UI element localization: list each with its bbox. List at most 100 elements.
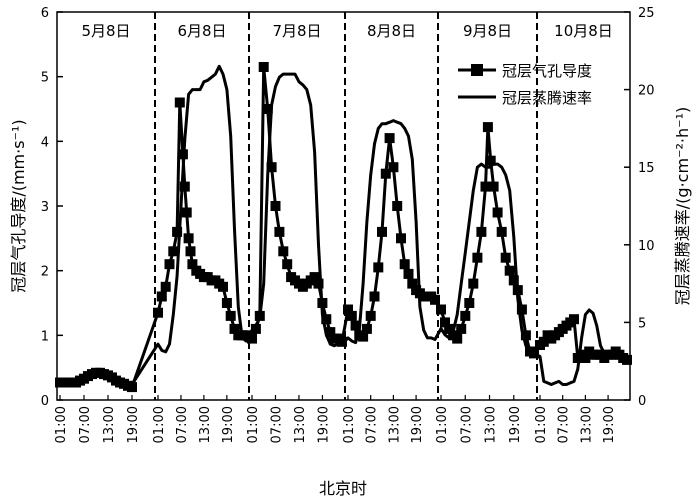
data-point bbox=[508, 275, 519, 286]
data-point bbox=[325, 327, 336, 338]
x-tick-label: 01:00 bbox=[342, 406, 357, 443]
data-point bbox=[492, 207, 503, 218]
period-label: 9月8日 bbox=[463, 22, 512, 40]
data-point bbox=[500, 252, 511, 263]
right-y-tick-label: 15 bbox=[638, 161, 655, 176]
data-point bbox=[156, 291, 167, 302]
period-labels: 5月8日 6月8日 7月8日 8月8日 9月8日 10月8日 bbox=[81, 22, 612, 40]
period-label: 10月8日 bbox=[554, 22, 613, 40]
left-y-tick-label: 1 bbox=[41, 329, 49, 344]
data-point bbox=[164, 259, 175, 270]
data-point bbox=[384, 133, 395, 144]
data-point bbox=[346, 310, 357, 321]
right-y-tick-label: 20 bbox=[638, 84, 655, 99]
data-point bbox=[504, 265, 515, 276]
data-point bbox=[185, 246, 196, 257]
data-point bbox=[388, 162, 399, 173]
data-point bbox=[496, 226, 507, 237]
data-point bbox=[569, 314, 579, 325]
data-point bbox=[464, 298, 475, 308]
right-y-tick-label: 25 bbox=[638, 6, 655, 21]
data-point bbox=[160, 281, 171, 292]
x-tick-label: 01:00 bbox=[152, 406, 167, 443]
x-tick-label: 01:00 bbox=[54, 406, 69, 443]
data-point bbox=[183, 233, 194, 244]
x-tick-label: 07:00 bbox=[78, 406, 93, 443]
data-point bbox=[407, 278, 418, 289]
data-point bbox=[174, 97, 185, 108]
data-point bbox=[187, 259, 198, 270]
data-point bbox=[460, 310, 471, 321]
data-point bbox=[472, 252, 483, 263]
data-point bbox=[580, 353, 591, 363]
x-axis-title: 北京时 bbox=[319, 479, 367, 498]
x-tick-label: 19:00 bbox=[602, 406, 617, 443]
data-point bbox=[262, 104, 273, 114]
data-point bbox=[218, 281, 228, 292]
plot-area bbox=[55, 12, 632, 400]
x-tick-label: 01:00 bbox=[435, 406, 450, 443]
data-point bbox=[516, 304, 527, 315]
data-point bbox=[480, 181, 491, 192]
data-point bbox=[221, 298, 232, 308]
data-point bbox=[258, 62, 269, 72]
left-y-tick-label: 4 bbox=[41, 135, 49, 150]
y-axis-right-title: 冠层蒸腾速率/(g·cm⁻²·h⁻¹) bbox=[673, 107, 692, 305]
x-tick-label: 19:00 bbox=[508, 406, 523, 443]
data-point bbox=[440, 317, 450, 328]
x-tick-label: 07:00 bbox=[365, 406, 380, 443]
left-y-tick-label: 2 bbox=[41, 265, 49, 280]
data-point bbox=[436, 304, 446, 315]
period-label: 5月8日 bbox=[81, 22, 130, 40]
data-point bbox=[350, 320, 361, 331]
x-tick-label: 07:00 bbox=[557, 406, 572, 443]
data-point bbox=[396, 233, 406, 244]
x-tick-label: 13:00 bbox=[198, 406, 213, 443]
data-point bbox=[282, 259, 293, 270]
legend-marker-conductance bbox=[471, 64, 483, 76]
data-point bbox=[365, 310, 376, 321]
x-tick-label: 19:00 bbox=[410, 406, 425, 443]
x-tick-label: 07:00 bbox=[175, 406, 190, 443]
data-point bbox=[485, 155, 496, 166]
x-tick-label: 07:00 bbox=[270, 406, 285, 443]
series-line-transpiration bbox=[60, 64, 627, 386]
right-y-axis: 0 5 10 15 20 25 bbox=[624, 6, 655, 409]
y-axis-left-title: 冠层气孔导度/(mm·s⁻¹) bbox=[9, 119, 28, 292]
data-point bbox=[622, 354, 632, 365]
data-point bbox=[373, 262, 384, 273]
legend: 冠层气孔导度 冠层蒸腾速率 bbox=[458, 62, 592, 107]
data-point bbox=[321, 314, 332, 325]
x-tick-label: 19:00 bbox=[221, 406, 236, 443]
data-point bbox=[247, 333, 257, 344]
data-point bbox=[392, 201, 403, 211]
data-point bbox=[538, 336, 549, 347]
data-point bbox=[278, 246, 289, 257]
data-point bbox=[229, 323, 240, 334]
data-point bbox=[127, 382, 137, 393]
left-y-tick-label: 3 bbox=[41, 200, 49, 215]
period-label: 7月8日 bbox=[272, 22, 321, 40]
legend-label-transpiration: 冠层蒸腾速率 bbox=[502, 89, 592, 107]
data-point bbox=[488, 181, 499, 192]
left-y-tick-label: 6 bbox=[41, 6, 49, 21]
data-point bbox=[274, 226, 285, 237]
data-point bbox=[403, 268, 414, 279]
x-tick-label: 01:00 bbox=[246, 406, 261, 443]
data-point bbox=[452, 333, 463, 344]
data-point bbox=[343, 304, 353, 315]
data-point bbox=[444, 323, 455, 334]
data-point bbox=[377, 226, 387, 237]
data-point bbox=[337, 336, 347, 347]
left-y-tick-label: 0 bbox=[41, 394, 49, 409]
period-label: 6月8日 bbox=[177, 22, 226, 40]
x-tick-label: 07:00 bbox=[459, 406, 474, 443]
x-tick-label: 13:00 bbox=[387, 406, 402, 443]
data-point bbox=[172, 226, 183, 237]
data-point bbox=[225, 310, 236, 321]
data-point bbox=[309, 272, 320, 283]
data-point bbox=[520, 330, 531, 341]
data-point bbox=[399, 259, 410, 270]
x-tick-label: 01:00 bbox=[534, 406, 549, 443]
data-point bbox=[270, 201, 281, 211]
